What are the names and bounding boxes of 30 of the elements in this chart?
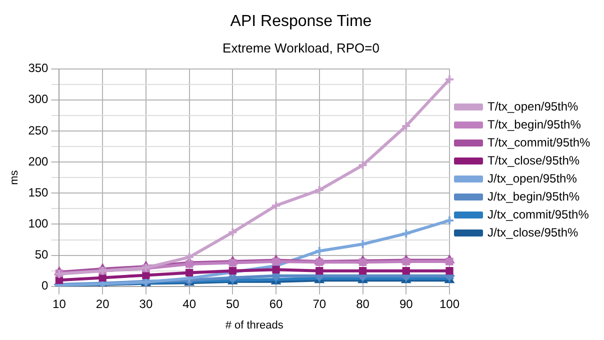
x-tick-label: 90 [399,296,414,311]
y-tick-label: 300 [28,92,49,106]
chart-title: API Response Time [230,13,372,30]
legend-label: J/tx_close/95th% [488,225,579,240]
legend-label: J/tx_commit/95th% [488,207,590,222]
x-tick-label: 10 [52,296,66,311]
y-tick-label: 150 [28,185,49,200]
legend-label: J/tx_begin/95th% [488,189,580,204]
x-tick-label: 100 [439,296,460,311]
legend-label: J/tx_open/95th% [488,171,578,186]
x-tick-label: 50 [226,296,240,311]
x-tick-label: 70 [312,296,326,311]
y-tick-label: 100 [28,216,49,231]
y-tick-label: 350 [28,61,49,76]
chart-subtitle: Extreme Workload, RPO=0 [222,40,380,56]
x-tick-label: 20 [96,296,110,311]
legend-label: T/tx_close/95th% [488,153,580,168]
x-tick-label: 30 [139,296,153,311]
x-tick-label: 60 [269,296,284,311]
legend-label: T/tx_commit/95th% [488,135,591,150]
y-tick-label: 250 [28,123,49,138]
y-tick-label: 200 [28,154,49,168]
y-tick-label: 0 [42,278,49,293]
legend-label: T/tx_open/95th% [488,99,579,114]
y-tick-label: 50 [34,248,49,262]
legend-label: T/tx_begin/95th% [488,117,582,132]
x-tick-label: 80 [356,296,370,311]
y-axis-title: ms [8,170,21,185]
x-axis-title: # of threads [225,319,284,332]
x-tick-label: 40 [182,296,196,311]
